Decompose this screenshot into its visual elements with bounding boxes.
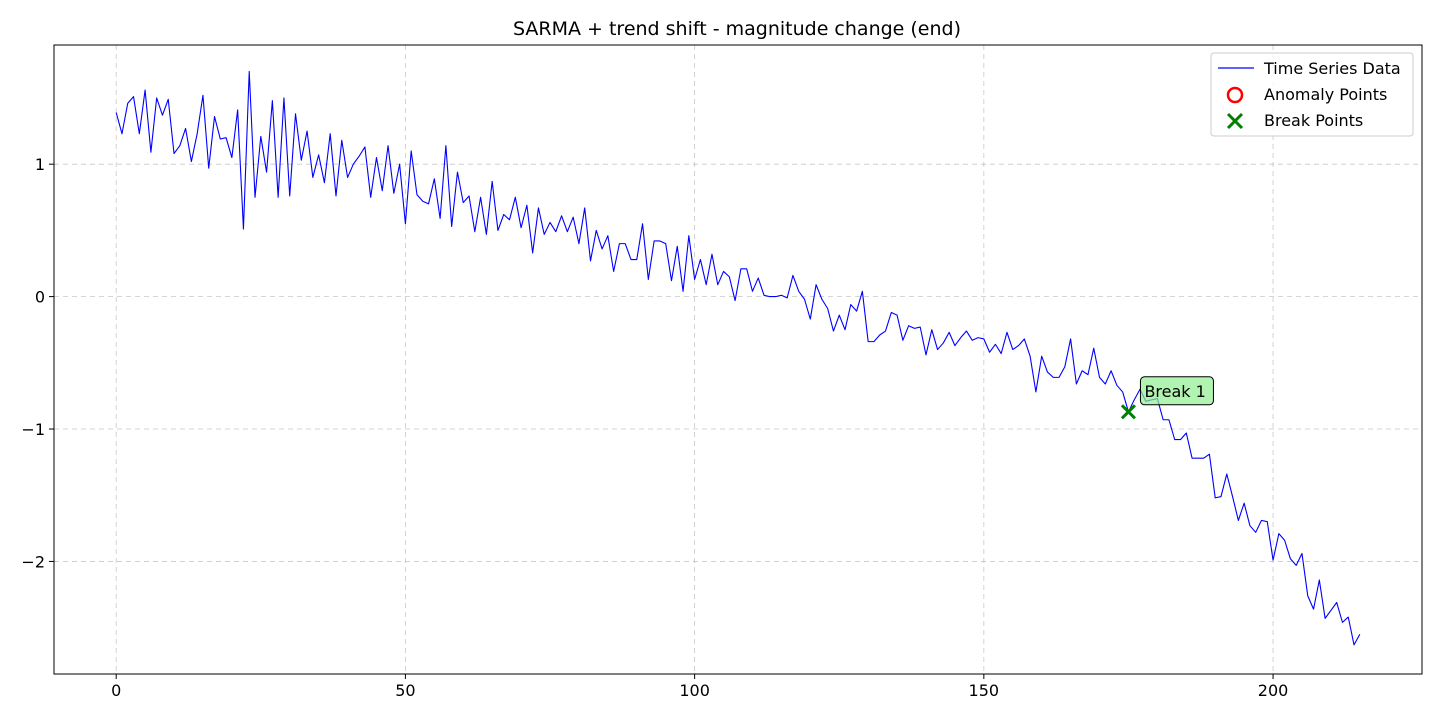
y-tick-label: −1 xyxy=(21,420,45,439)
annotation-box xyxy=(1139,376,1214,406)
legend-circle-swatch xyxy=(1226,86,1244,104)
x-tick-label: 200 xyxy=(1258,681,1289,700)
x-tick-label: 50 xyxy=(395,681,415,700)
legend-label-break: Break Points xyxy=(1264,111,1363,130)
x-tick-label: 0 xyxy=(111,681,121,700)
grid-lines xyxy=(54,45,1422,674)
plot-frame xyxy=(53,44,1423,675)
legend-box xyxy=(1210,52,1414,137)
break-point-marker xyxy=(1120,404,1137,420)
x-tick-label: 150 xyxy=(969,681,1000,700)
x-tick-label: 100 xyxy=(679,681,710,700)
y-tick-label: 0 xyxy=(35,288,45,307)
break-markers xyxy=(1120,404,1137,420)
annotations: Break 1 xyxy=(1139,376,1214,406)
legend-label-time-series: Time Series Data xyxy=(1263,59,1401,78)
legend: Time Series Data Anomaly Points Break Po… xyxy=(1210,52,1414,137)
annotation-label: Break 1 xyxy=(1144,382,1205,401)
legend-x-swatch xyxy=(1226,112,1244,130)
y-tick-label: −2 xyxy=(21,552,45,571)
y-tick-label: 1 xyxy=(35,155,45,174)
legend-label-anomaly: Anomaly Points xyxy=(1264,85,1387,104)
chart-title: SARMA + trend shift - magnitude change (… xyxy=(513,18,961,40)
axis-ticks: 0 50 100 150 200 −2 −1 0 1 xyxy=(21,155,1288,700)
